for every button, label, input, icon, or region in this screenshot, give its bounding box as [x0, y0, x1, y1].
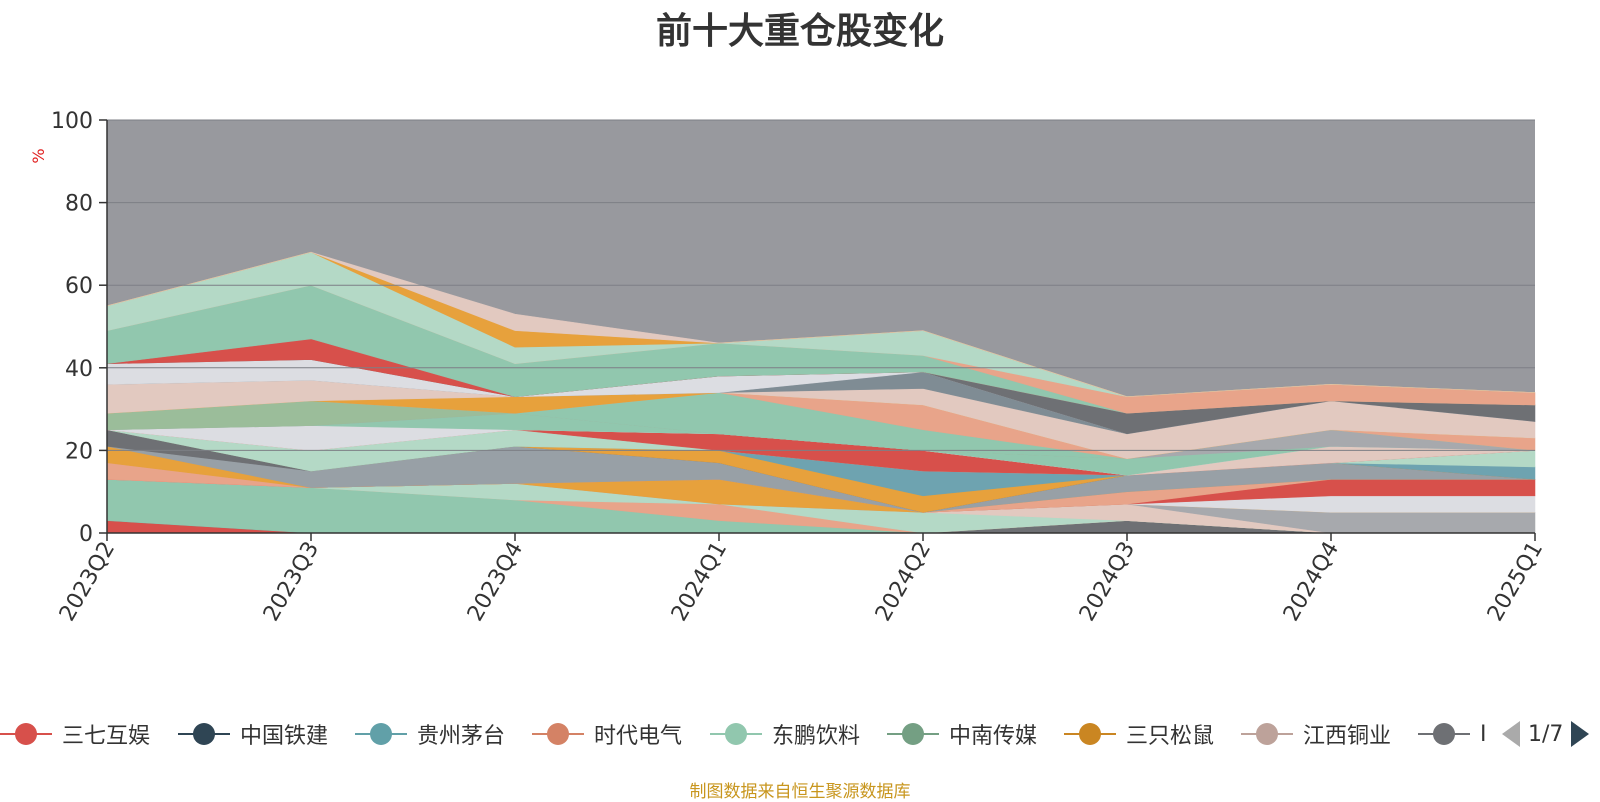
legend-marker-icon	[1064, 723, 1116, 745]
legend-item[interactable]: 时代电气	[532, 712, 682, 756]
y-tick-label: 20	[65, 439, 93, 464]
legend-pager: 1/7	[1500, 712, 1600, 756]
y-axis-label: %	[29, 148, 48, 163]
legend-label: 江西铜业	[1303, 724, 1392, 749]
y-tick-label: 0	[79, 522, 93, 547]
legend-item[interactable]: 中国铁建	[178, 712, 328, 756]
legend-item[interactable]: 贵州茅台	[355, 712, 505, 756]
y-tick-label: 40	[65, 357, 93, 382]
x-tick-label: 2024Q1	[667, 538, 732, 626]
legend-label: 贵州茅台	[417, 724, 506, 749]
legend-label: 三只松鼠	[1126, 724, 1215, 749]
x-tick-label: 2023Q3	[259, 538, 324, 626]
legend-marker-icon	[178, 723, 230, 745]
grid-layer	[107, 119, 1535, 451]
legend-label: 中南传媒	[949, 724, 1038, 749]
legend-next-icon[interactable]	[1569, 719, 1591, 749]
y-tick-label: 80	[65, 192, 93, 217]
legend-marker-icon	[1241, 723, 1293, 745]
legend-prev-icon[interactable]	[1500, 719, 1522, 749]
legend-marker-icon	[710, 723, 762, 745]
legend-item[interactable]: 三只松鼠	[1064, 712, 1214, 756]
areas-layer	[106, 251, 1536, 534]
legend-marker-icon	[887, 723, 939, 745]
series-area	[106, 251, 1536, 398]
x-tick-label: 2025Q1	[1483, 538, 1548, 626]
x-tick-label: 2024Q2	[871, 538, 936, 626]
legend-label: 东鹏饮料	[772, 724, 861, 749]
y-tick-label: 60	[65, 274, 93, 299]
legend-marker-icon	[355, 723, 407, 745]
x-tick-label: 2023Q2	[55, 538, 120, 626]
legend-label: 三七互娱	[62, 724, 151, 749]
legend-item[interactable]: 三七互娱	[0, 712, 150, 756]
legend-item[interactable]: I	[1418, 712, 1487, 756]
legend-item[interactable]: 东鹏饮料	[710, 712, 860, 756]
x-tick-label: 2023Q4	[463, 538, 528, 626]
legend-item[interactable]: 江西铜业	[1241, 712, 1391, 756]
legend-marker-icon	[0, 723, 52, 745]
x-tick-label: 2024Q3	[1075, 538, 1140, 626]
legend-label: 中国铁建	[240, 724, 329, 749]
legend-marker-icon	[1418, 723, 1470, 745]
legend: 三七互娱 中国铁建 贵州茅台 时代电气 东鹏饮料 中南传媒 三只松鼠 江西铜业 I	[0, 712, 1600, 756]
x-tick-label: 2024Q4	[1279, 538, 1344, 626]
legend-page-indicator: 1/7	[1528, 721, 1564, 747]
legend-marker-icon	[532, 723, 584, 745]
legend-item[interactable]: 中南传媒	[887, 712, 1037, 756]
legend-label: 时代电气	[594, 724, 683, 749]
legend-label: I	[1480, 721, 1487, 747]
source-note: 制图数据来自恒生聚源数据库	[689, 782, 911, 802]
chart-title: 前十大重仓股变化	[655, 11, 944, 52]
y-tick-label: 100	[51, 109, 93, 134]
